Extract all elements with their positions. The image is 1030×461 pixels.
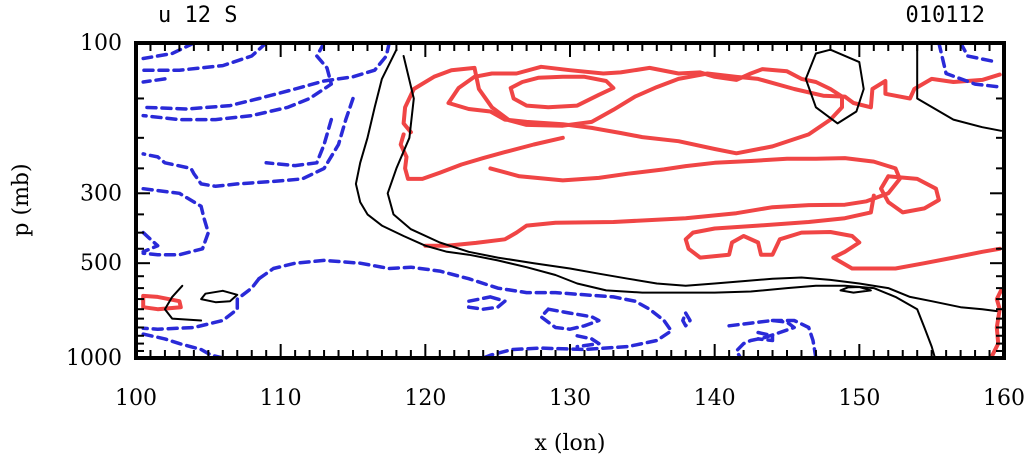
contour-negative-18 [756,330,775,343]
contour-negative-7 [141,186,211,257]
x-tick-label: 160 [983,386,1025,411]
contour-negative-20 [937,43,1003,89]
contour-negative-17 [770,318,818,358]
chart-title-right: 010112 [906,3,985,28]
contour-positive-1 [446,64,844,156]
contour-positive-5 [879,174,941,215]
contour-negative-16 [727,318,796,358]
contour-zero-0 [354,48,936,358]
contour-negative-0 [141,43,334,122]
x-tick-label: 130 [549,386,591,411]
contour-positive-2 [508,74,616,110]
contour-positive-6 [683,193,1002,271]
y-tick-label: 1000 [66,346,122,371]
contour-zero-1 [386,55,998,313]
contour-negative-1 [141,43,391,111]
x-tick-label: 150 [838,386,880,411]
contour-negative-9 [257,258,674,358]
contour-zero-6 [163,284,203,322]
contour-negative-4 [141,77,167,84]
x-tick-label: 120 [404,386,446,411]
contour-negative-2 [141,43,268,72]
x-axis-label: x (lon) [534,431,605,456]
contour-negative-10 [141,276,261,331]
contour-negative-3 [141,43,196,61]
contour-positive-4 [423,156,902,248]
x-tick-label: 110 [260,386,302,411]
y-tick-label: 300 [80,181,122,206]
x-tick-label: 140 [694,386,736,411]
y-tick-label: 100 [80,31,122,56]
contour-positive-7 [141,293,183,312]
contour-zero-5 [200,289,239,304]
contour-negative-19 [958,43,999,64]
y-axis-label: p (mb) [9,163,34,236]
contour-negative-15 [681,311,692,328]
contour-negative-11 [141,332,225,358]
contour-zero-4 [839,286,872,294]
contour-negative-5 [141,96,355,189]
contour-positive-8 [990,288,1004,358]
contour-negative-12 [466,295,507,311]
contour-positive-3 [398,132,565,181]
contour-negative-13 [539,307,601,331]
contour-positive-0 [401,65,1002,135]
y-tick-label: 500 [80,251,122,276]
contour-negative-6 [264,117,334,168]
contour-zero-2 [804,48,865,125]
contour-negative-8 [141,230,160,254]
chart-title-left: u 12 S [158,3,237,28]
contour-zero-3 [916,43,1003,132]
contour-negative-14 [575,334,601,349]
x-tick-label: 100 [115,386,157,411]
